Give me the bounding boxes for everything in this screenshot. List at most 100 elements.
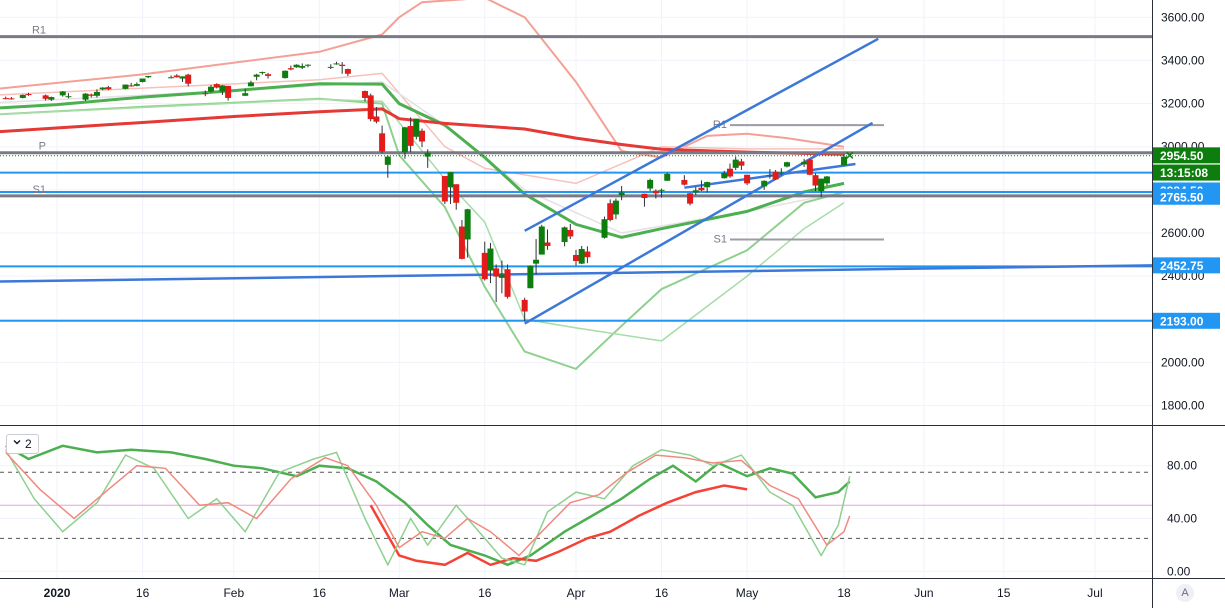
candle — [333, 61, 340, 65]
candle — [133, 82, 140, 87]
candle — [19, 94, 26, 99]
candle-body — [413, 118, 420, 137]
candle — [567, 223, 574, 240]
candle — [208, 85, 215, 93]
chevron-down-icon[interactable] — [11, 435, 23, 453]
candle — [744, 174, 751, 186]
candle-body — [88, 94, 95, 96]
candle-body — [407, 125, 414, 146]
oscillator-series-line — [5, 444, 851, 567]
price-tick-label: 3400.00 — [1161, 53, 1205, 67]
candle — [464, 208, 471, 258]
candle — [584, 246, 591, 264]
candle-body — [304, 64, 311, 66]
candle-body — [504, 269, 511, 297]
candle-body — [145, 75, 152, 78]
candle-body — [59, 91, 66, 96]
time-tick-label: Feb — [223, 586, 244, 600]
candle-body — [202, 93, 209, 95]
candle-body — [841, 156, 848, 166]
candles — [2, 61, 848, 322]
candle — [282, 70, 289, 79]
oscillator-pane — [0, 444, 1152, 567]
price-badge: 2193.00 — [1153, 312, 1220, 329]
candle-body — [179, 76, 186, 79]
candle-body — [208, 86, 215, 92]
auto-scale-button[interactable]: A — [1176, 584, 1194, 602]
time-tick-label: 16 — [655, 586, 669, 600]
candle — [641, 193, 648, 207]
candle-body — [573, 255, 579, 262]
candle-body — [424, 152, 431, 157]
candle — [738, 158, 745, 170]
candle-body — [48, 97, 55, 100]
keltner-mid-line — [0, 81, 845, 234]
candle-body — [738, 161, 745, 166]
candle-body — [458, 226, 465, 259]
candle — [413, 118, 420, 140]
candle-body — [447, 172, 454, 188]
candle-body — [806, 159, 813, 175]
candle-body — [493, 268, 500, 277]
candle — [122, 84, 129, 90]
candle-body — [818, 178, 825, 192]
candle — [145, 75, 152, 79]
candle — [25, 92, 32, 96]
candle — [48, 96, 55, 101]
price-axis: 3600.003400.003200.003000.002800.002600.… — [1153, 10, 1220, 578]
candle-body — [766, 175, 773, 177]
candle — [139, 78, 146, 83]
candle-body — [299, 66, 306, 68]
candle-body — [287, 68, 294, 70]
candle — [458, 220, 465, 260]
time-tick-label: 2020 — [44, 586, 71, 600]
candle-body — [607, 203, 614, 221]
candle — [772, 170, 779, 180]
price-badge-bg — [1153, 257, 1220, 274]
candle — [801, 158, 808, 167]
candle-body — [173, 75, 180, 78]
candle — [698, 180, 705, 192]
candle — [498, 260, 505, 294]
candle-body — [384, 156, 391, 165]
level-label: S1 — [33, 184, 46, 196]
candle — [361, 90, 368, 102]
candle-body — [213, 84, 220, 88]
candle — [93, 89, 100, 98]
candle-body — [521, 299, 528, 312]
candle — [265, 72, 272, 79]
candle — [487, 242, 494, 284]
candle — [681, 175, 688, 186]
time-tick-label: Mar — [389, 586, 410, 600]
candle-body — [721, 173, 728, 179]
candle-body — [133, 84, 140, 86]
candle-body — [732, 159, 739, 168]
candle — [367, 93, 374, 122]
candle — [818, 178, 825, 198]
candle — [841, 153, 848, 166]
price-badge: 2954.50 — [1153, 147, 1220, 164]
candle — [687, 192, 694, 206]
candle-body — [744, 174, 751, 184]
price-badge-text: 2765.50 — [1160, 190, 1204, 204]
indicator-legend-chip[interactable]: 2 — [6, 434, 39, 454]
candle-body — [704, 182, 711, 188]
candle-body — [379, 133, 386, 152]
candle — [379, 125, 386, 154]
price-badge-bg — [1153, 188, 1220, 205]
candle-body — [19, 94, 26, 98]
candle-body — [561, 227, 568, 243]
candle-body — [618, 192, 625, 196]
candle — [225, 85, 232, 101]
candle — [601, 216, 608, 239]
candle — [766, 169, 773, 179]
candle — [812, 173, 819, 192]
candle-body — [612, 200, 619, 215]
candle — [185, 73, 192, 87]
candle — [561, 226, 568, 247]
candle — [293, 64, 300, 68]
candle-body — [687, 193, 694, 204]
candle-body — [122, 84, 129, 89]
